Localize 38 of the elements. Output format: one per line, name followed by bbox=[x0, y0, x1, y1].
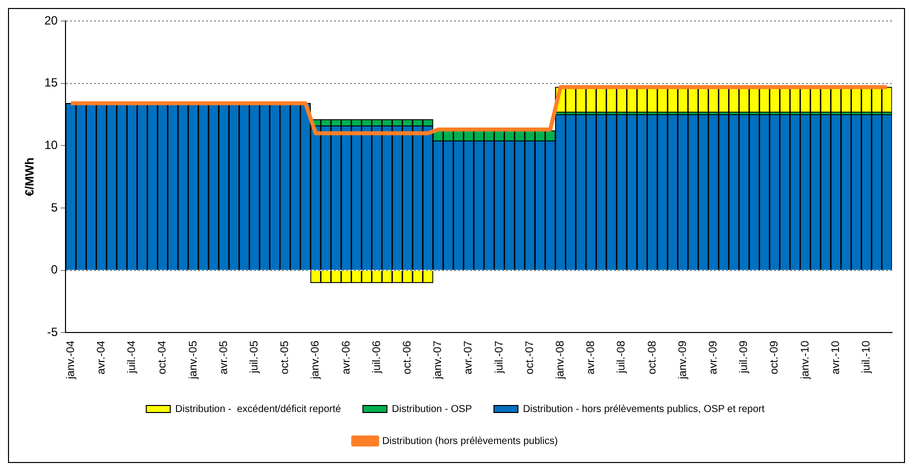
legend-label: Distribution - excédent/déficit reporté bbox=[175, 404, 342, 415]
x-tick-label: janv.-06 bbox=[310, 340, 322, 380]
x-tick-label: juil.-04 bbox=[126, 340, 138, 374]
y-tick-label: 10 bbox=[44, 138, 58, 152]
x-tick-label: juil.-09 bbox=[738, 340, 750, 374]
legend-label: Distribution (hors prélèvements publics) bbox=[382, 436, 558, 447]
x-tick-label: juil.-06 bbox=[370, 340, 383, 374]
x-tick-label: juil.-05 bbox=[248, 340, 260, 374]
x-tick-label: oct.-08 bbox=[646, 340, 658, 374]
x-tick-label: avr.-10 bbox=[830, 340, 842, 374]
x-tick-label: oct.-09 bbox=[768, 340, 781, 374]
x-tick-label: avr.-04 bbox=[95, 340, 108, 374]
x-tick-label: avr.-07 bbox=[462, 340, 475, 374]
x-tick-label: avr.-06 bbox=[340, 340, 352, 374]
x-tick-label: avr.-05 bbox=[218, 340, 230, 374]
y-tick-label: -5 bbox=[47, 324, 58, 339]
x-tick-label: oct.-06 bbox=[402, 340, 414, 374]
x-tick-label: janv.-10 bbox=[799, 340, 812, 380]
y-tick-label: 0 bbox=[51, 262, 58, 277]
x-tick-label: janv.-05 bbox=[187, 340, 200, 380]
x-tick-label: oct.-05 bbox=[279, 340, 292, 374]
x-tick-label: avr.-09 bbox=[708, 340, 720, 374]
legend-label: Distribution - OSP bbox=[392, 404, 472, 415]
y-axis-title: €/MWh bbox=[22, 158, 37, 196]
x-tick-label: janv.-08 bbox=[554, 340, 567, 380]
y-tick-label: 5 bbox=[51, 200, 58, 214]
x-tick-label: oct.-04 bbox=[156, 340, 169, 374]
x-tick-label: oct.-07 bbox=[524, 340, 536, 374]
x-tick-label: avr.-08 bbox=[585, 340, 598, 374]
x-tick-label: juil.-10 bbox=[860, 340, 873, 374]
x-tick-label: janv.-09 bbox=[676, 340, 689, 380]
y-tick-label: 15 bbox=[44, 76, 58, 90]
x-tick-label: janv.-04 bbox=[64, 340, 77, 380]
x-tick-label: janv.-07 bbox=[432, 340, 444, 380]
x-tick-label: juil.-07 bbox=[493, 340, 506, 374]
legend-label: Distribution - hors prélèvements publics, OSP et report bbox=[522, 404, 765, 415]
x-tick-label: juil.-08 bbox=[616, 340, 628, 374]
y-tick-label: 20 bbox=[44, 13, 58, 28]
